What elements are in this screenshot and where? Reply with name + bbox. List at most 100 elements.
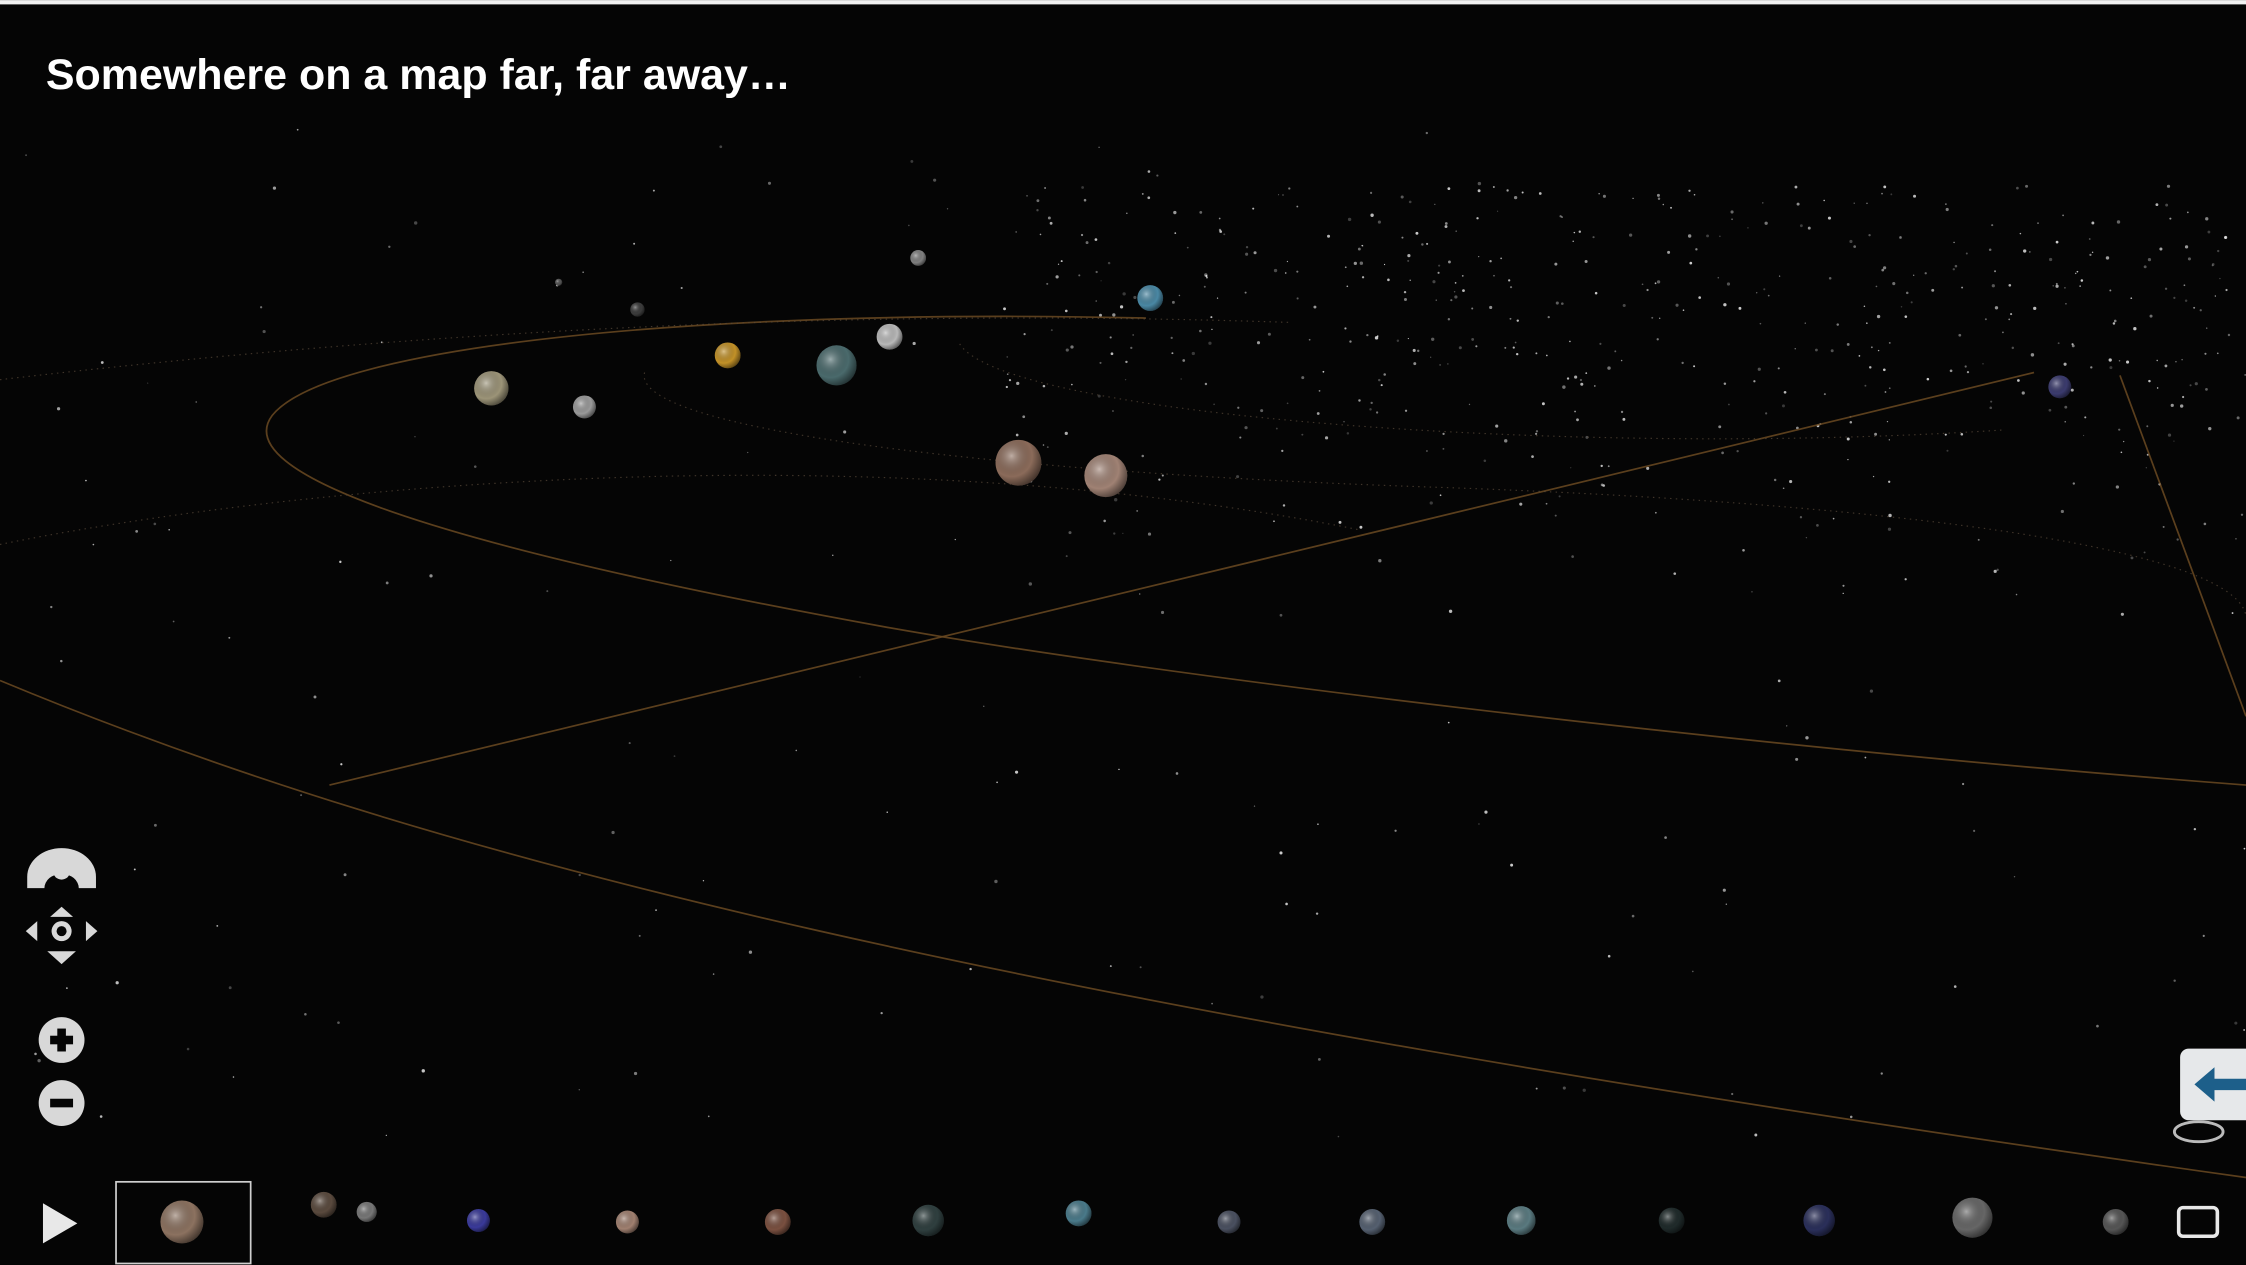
star bbox=[955, 539, 956, 540]
planet-shade bbox=[1066, 1200, 1092, 1226]
planet[interactable] bbox=[996, 440, 1042, 486]
star bbox=[2156, 360, 2157, 361]
star bbox=[1108, 262, 1110, 264]
star bbox=[1651, 317, 1653, 319]
star bbox=[1349, 340, 1351, 342]
planet[interactable] bbox=[910, 250, 926, 266]
zoom-out-button[interactable] bbox=[39, 1080, 85, 1126]
planet[interactable] bbox=[1084, 454, 1127, 497]
thumbnail[interactable] bbox=[765, 1209, 791, 1235]
star bbox=[2181, 359, 2183, 361]
star bbox=[2187, 212, 2189, 214]
star bbox=[703, 880, 704, 881]
star bbox=[1913, 195, 1916, 198]
planet[interactable] bbox=[715, 342, 741, 368]
thumbnail[interactable] bbox=[1803, 1205, 1835, 1237]
star bbox=[1397, 339, 1399, 341]
star bbox=[1779, 275, 1780, 276]
planet[interactable] bbox=[474, 371, 508, 405]
star bbox=[1555, 515, 1557, 517]
star bbox=[1148, 533, 1151, 536]
planet[interactable] bbox=[555, 279, 562, 286]
star bbox=[1576, 418, 1579, 421]
star bbox=[1447, 363, 1449, 365]
star bbox=[1646, 467, 1649, 470]
star bbox=[1877, 315, 1880, 318]
star bbox=[1833, 518, 1835, 520]
thumbnail[interactable] bbox=[160, 1200, 203, 1243]
star bbox=[1024, 333, 1026, 335]
planet[interactable] bbox=[630, 302, 644, 316]
star bbox=[2241, 514, 2243, 516]
star bbox=[795, 750, 797, 752]
star bbox=[2017, 379, 2020, 382]
star bbox=[1800, 224, 1803, 227]
star bbox=[1889, 342, 1891, 344]
star bbox=[1252, 208, 1254, 210]
planet[interactable] bbox=[877, 324, 903, 350]
star bbox=[969, 968, 971, 970]
star bbox=[1296, 206, 1298, 208]
star bbox=[1086, 241, 1089, 244]
planet[interactable] bbox=[816, 345, 856, 385]
planet[interactable] bbox=[2048, 375, 2071, 398]
star bbox=[1130, 347, 1132, 349]
planet[interactable] bbox=[573, 395, 596, 418]
star bbox=[2228, 334, 2230, 336]
star bbox=[2118, 429, 2120, 431]
star bbox=[1805, 323, 1806, 324]
planet-shade bbox=[1659, 1208, 1685, 1234]
star bbox=[1556, 302, 1559, 305]
star bbox=[1120, 305, 1123, 308]
thumbnail[interactable] bbox=[616, 1210, 639, 1233]
star bbox=[1871, 346, 1873, 348]
star bbox=[2144, 551, 2146, 553]
star bbox=[1345, 266, 1347, 268]
star bbox=[1361, 245, 1362, 246]
star bbox=[314, 695, 317, 698]
star bbox=[1172, 301, 1175, 304]
thumbnail[interactable] bbox=[311, 1192, 337, 1218]
zoom-in-button[interactable] bbox=[39, 1017, 85, 1063]
thumbnail[interactable] bbox=[1659, 1208, 1685, 1234]
star bbox=[1022, 415, 1025, 418]
planet[interactable] bbox=[1137, 285, 1163, 311]
thumbnail[interactable] bbox=[1066, 1200, 1092, 1226]
planet-shade bbox=[1359, 1209, 1385, 1235]
thumbnail[interactable] bbox=[1359, 1209, 1385, 1235]
side-panel-toggle[interactable] bbox=[2180, 1049, 2246, 1121]
star bbox=[1436, 299, 1437, 300]
star bbox=[2159, 248, 2162, 251]
star bbox=[1112, 410, 1113, 411]
thumbnail[interactable] bbox=[1952, 1198, 1992, 1238]
star bbox=[1763, 288, 1765, 290]
star bbox=[1536, 430, 1538, 432]
thumbnail[interactable] bbox=[467, 1209, 490, 1232]
star bbox=[1945, 203, 1946, 204]
thumbnail[interactable] bbox=[1507, 1206, 1536, 1235]
star bbox=[1842, 585, 1844, 587]
star bbox=[1782, 404, 1785, 407]
star bbox=[1142, 193, 1144, 195]
star bbox=[1965, 365, 1967, 367]
star bbox=[2205, 217, 2208, 220]
star bbox=[1866, 203, 1867, 204]
star bbox=[2056, 283, 2058, 285]
star bbox=[582, 272, 583, 273]
thumbnail[interactable] bbox=[2103, 1209, 2129, 1235]
star bbox=[1911, 301, 1913, 303]
star bbox=[2237, 416, 2240, 419]
star bbox=[1721, 452, 1724, 455]
star bbox=[2106, 256, 2109, 259]
thumbnail[interactable] bbox=[1218, 1210, 1241, 1233]
star bbox=[1211, 1003, 1213, 1005]
star bbox=[1285, 903, 1288, 906]
star bbox=[1853, 245, 1856, 248]
star bbox=[947, 208, 948, 209]
star bbox=[2016, 187, 2019, 190]
thumbnail[interactable] bbox=[912, 1205, 944, 1237]
star bbox=[1953, 268, 1955, 270]
star bbox=[1595, 292, 1598, 295]
thumbnail[interactable] bbox=[357, 1202, 377, 1222]
star bbox=[1546, 355, 1548, 357]
